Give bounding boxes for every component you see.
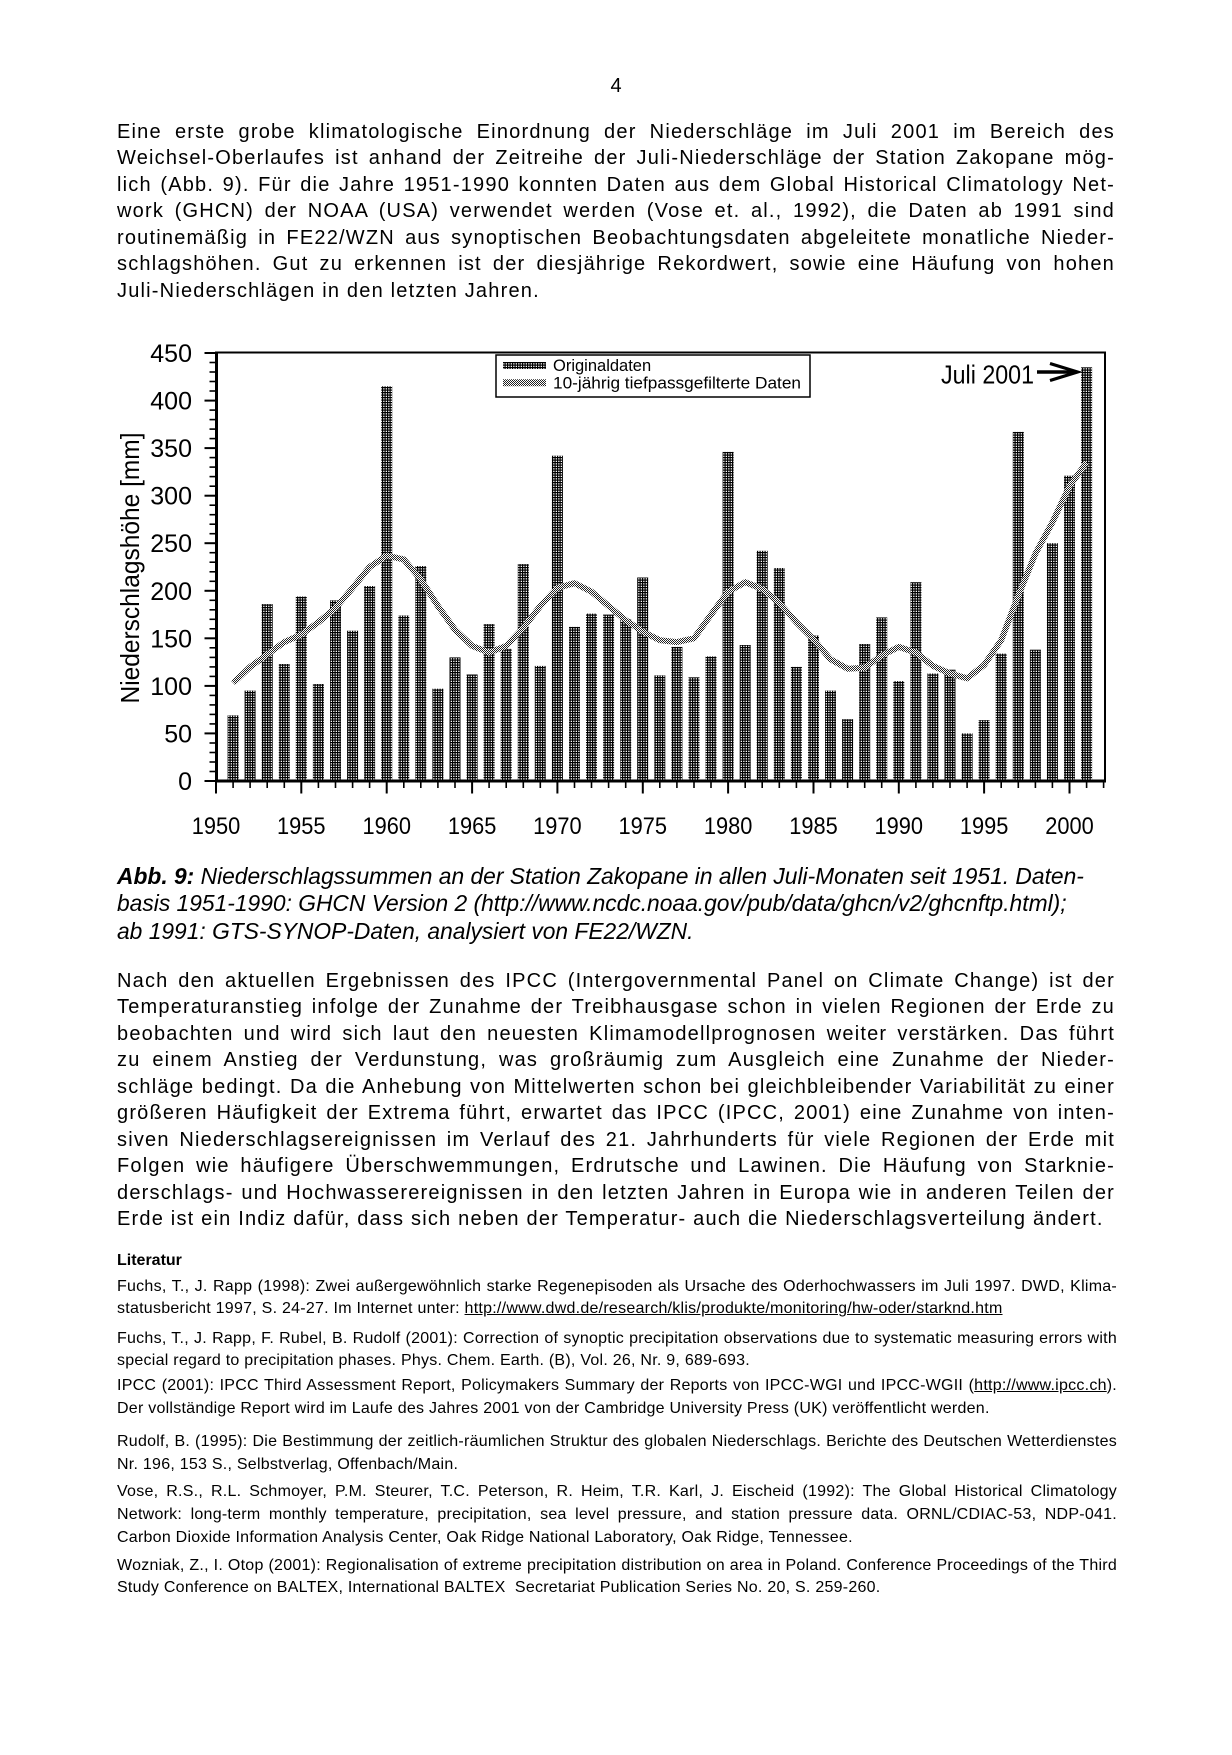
svg-text:1955: 1955 xyxy=(277,813,326,840)
svg-text:1950: 1950 xyxy=(192,813,241,840)
svg-text:150: 150 xyxy=(150,625,192,653)
svg-text:100: 100 xyxy=(150,673,192,701)
svg-text:1985: 1985 xyxy=(789,813,838,840)
svg-text:Niederschlagshöhe [mm]: Niederschlagshöhe [mm] xyxy=(115,433,145,704)
svg-text:450: 450 xyxy=(150,340,192,368)
svg-text:1965: 1965 xyxy=(448,813,497,840)
svg-text:1990: 1990 xyxy=(875,813,924,840)
svg-text:1995: 1995 xyxy=(960,813,1009,840)
svg-text:400: 400 xyxy=(150,388,192,416)
svg-text:1970: 1970 xyxy=(533,813,582,840)
svg-text:50: 50 xyxy=(164,720,192,748)
svg-text:200: 200 xyxy=(150,578,192,606)
svg-text:250: 250 xyxy=(150,530,192,558)
svg-text:Originaldaten: Originaldaten xyxy=(553,357,651,375)
svg-text:0: 0 xyxy=(178,768,192,796)
svg-text:350: 350 xyxy=(150,435,192,463)
svg-text:10-jährig tiefpassgefilterte D: 10-jährig tiefpassgefilterte Daten xyxy=(553,375,801,393)
svg-text:2000: 2000 xyxy=(1045,813,1094,840)
svg-text:300: 300 xyxy=(150,483,192,511)
svg-text:Juli 2001: Juli 2001 xyxy=(941,360,1034,390)
svg-text:1980: 1980 xyxy=(704,813,753,840)
svg-text:1975: 1975 xyxy=(619,813,668,840)
svg-text:1960: 1960 xyxy=(362,813,411,840)
